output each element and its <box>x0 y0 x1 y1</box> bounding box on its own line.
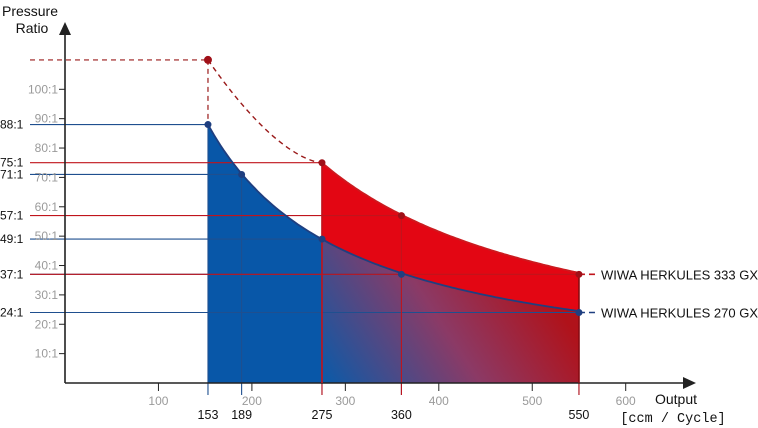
y-axis-title-line1: Pressure <box>2 3 58 19</box>
x-tick-label-200: 200 <box>242 394 262 408</box>
x-axis-title: Output <box>655 391 697 407</box>
x-mark-label-153: 153 <box>198 408 219 422</box>
y-axis-arrow-icon <box>59 22 71 35</box>
x-tick-label-300: 300 <box>335 394 355 408</box>
curve-333 <box>321 162 580 274</box>
y-tick-label-100-1: 100:1 <box>28 82 58 96</box>
data-points <box>203 55 583 317</box>
y-tick-label-30-1: 30:1 <box>35 288 59 302</box>
point-270-189 <box>238 170 246 178</box>
y-tick-label-60-1: 60:1 <box>35 200 59 214</box>
x-tick-label-500: 500 <box>522 394 542 408</box>
y-tick-label-70-1: 70:1 <box>35 170 59 184</box>
y-tick-label-40-1: 40:1 <box>35 259 59 273</box>
x-tick-label-600: 600 <box>616 394 636 408</box>
point-270-360 <box>397 270 405 278</box>
ratio-label-88-1: 88:1 <box>0 118 24 132</box>
y-tick-label-50-1: 50:1 <box>35 229 59 243</box>
x-tick-label-100: 100 <box>148 394 168 408</box>
y-tick-label-20-1: 20:1 <box>35 317 59 331</box>
point-270-275 <box>318 235 326 243</box>
point-333-360 <box>397 212 405 220</box>
x-mark-label-275: 275 <box>312 408 333 422</box>
y-tick-label-10-1: 10:1 <box>35 347 59 361</box>
axes <box>59 22 696 391</box>
dashed-curve-extension <box>207 59 323 164</box>
ratio-label-49-1: 49:1 <box>0 232 24 246</box>
x-mark-label-550: 550 <box>569 408 590 422</box>
x-axis-arrow-icon <box>683 377 696 389</box>
x-mark-label-189: 189 <box>231 408 252 422</box>
y-axis-title-line2: Ratio <box>16 20 49 36</box>
point-333-extension <box>203 55 212 64</box>
point-333-275 <box>318 159 326 167</box>
ratio-label-71-1: 71:1 <box>0 167 24 181</box>
x-mark-label-360: 360 <box>391 408 412 422</box>
series-name-333: WIWA HERKULES 333 GX <box>601 267 758 282</box>
y-tick-label-80-1: 80:1 <box>35 141 59 155</box>
fill-area-270 <box>207 124 322 383</box>
series-curves <box>207 124 580 383</box>
point-333-550 <box>575 270 583 278</box>
ratio-label-24-1: 24:1 <box>0 306 24 320</box>
series-name-270: WIWA HERKULES 270 GX <box>601 306 758 321</box>
ratio-label-57-1: 57:1 <box>0 209 24 223</box>
y-tick-label-90-1: 90:1 <box>35 112 59 126</box>
x-axis-unit: [ccm / Cycle] <box>620 412 725 427</box>
point-270-550 <box>575 309 583 317</box>
chart-texts: 100 200 300 400 500 600 10:1 20:1 30:1 40:1 50:1 60… <box>0 3 758 427</box>
ratio-label-75-1: 75:1 <box>0 156 24 170</box>
x-tick-label-400: 400 <box>429 394 449 408</box>
ratio-label-37-1: 37:1 <box>0 267 24 281</box>
fill-area-overlap <box>321 239 579 383</box>
curve-270 <box>207 124 580 312</box>
point-270-153 <box>204 121 212 129</box>
